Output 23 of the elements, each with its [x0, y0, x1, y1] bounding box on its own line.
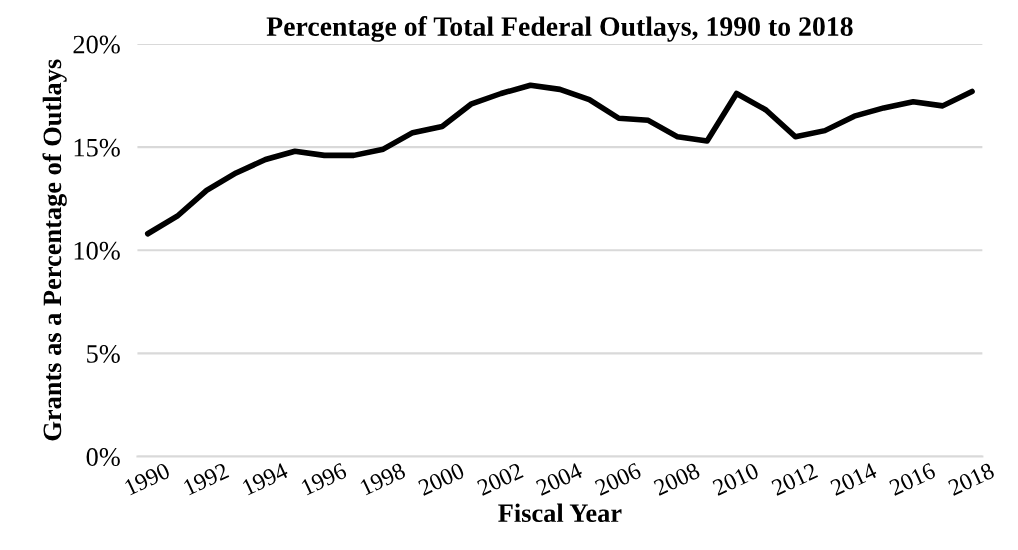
x-tick-label: 2004 — [535, 462, 584, 496]
x-tick-label: 2000 — [417, 462, 466, 496]
x-axis-title: Fiscal Year — [498, 503, 622, 523]
x-tick-label: 2010 — [711, 462, 760, 496]
x-tick-label: 2002 — [476, 462, 524, 496]
y-tick-label: 20% — [73, 35, 120, 54]
y-tick-label: 10% — [74, 241, 120, 260]
chart-title: Percentage of Total Federal Outlays, 1990 to 2018 — [266, 16, 853, 42]
x-tick-label: 1996 — [300, 462, 348, 496]
x-tick-label: 2016 — [888, 462, 937, 496]
y-tick-label: 0% — [86, 448, 120, 466]
y-tick-label: 5% — [87, 344, 120, 363]
x-tick-label: 1998 — [359, 462, 407, 496]
x-tick-label: 1990 — [123, 462, 171, 496]
x-tick-label: 1992 — [182, 462, 230, 496]
x-tick-label: 2014 — [829, 462, 878, 496]
x-tick-label: 2012 — [770, 462, 819, 496]
x-tick-label: 1994 — [241, 462, 290, 496]
x-tick-label: 2008 — [652, 462, 701, 496]
x-tick-label: 2018 — [947, 462, 996, 496]
x-tick-label: 2006 — [594, 462, 643, 496]
y-axis-title: Grants as a Percentage of Outlays — [42, 59, 67, 441]
y-tick-label: 15% — [74, 138, 120, 157]
